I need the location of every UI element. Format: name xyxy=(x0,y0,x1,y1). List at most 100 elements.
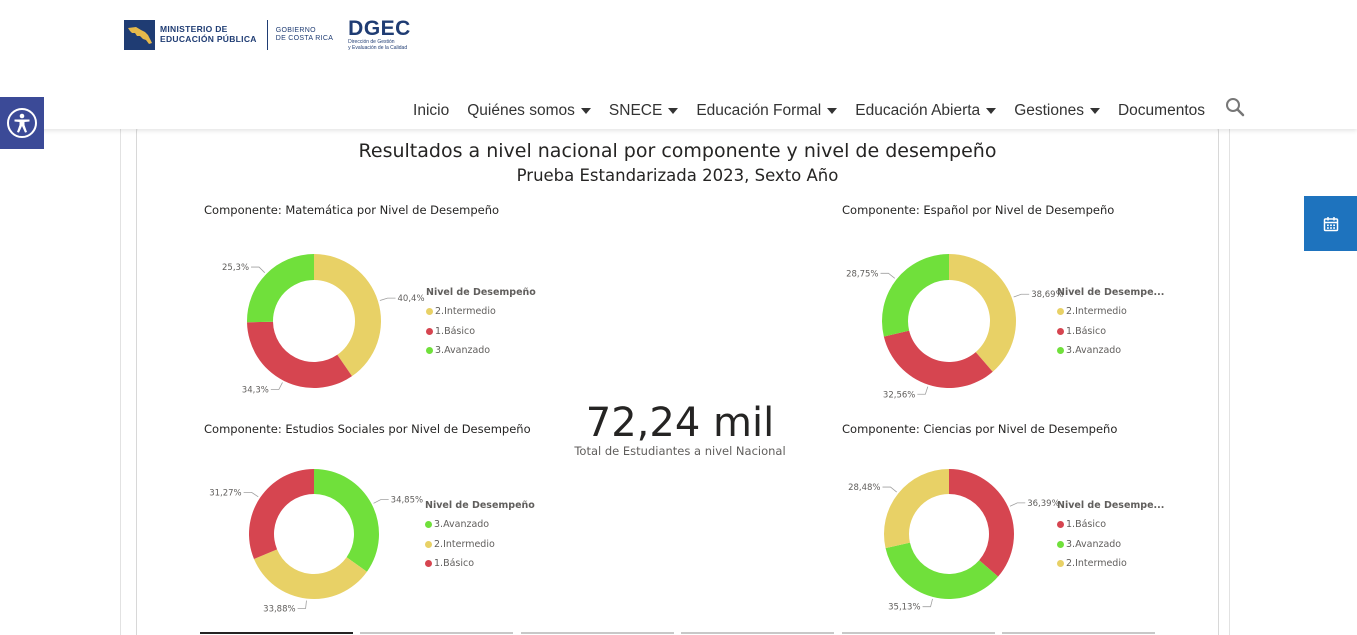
chevron-down-icon xyxy=(986,108,997,114)
legend-label: 3.Avanzado xyxy=(1066,538,1122,550)
donut-slice-avanzado[interactable] xyxy=(314,469,379,572)
donut-chart-ciencias[interactable]: 36,39% 35,13% 28,48% xyxy=(840,455,1060,620)
donut-slice-intermedio[interactable] xyxy=(253,549,367,599)
donut-chart-estudios-sociales[interactable]: 34,85% 33,88% 31,27% xyxy=(200,455,430,620)
logo-government-text: GOBIERNO DE COSTA RICA xyxy=(276,27,333,43)
donut-slice-intermedio[interactable] xyxy=(884,469,949,549)
logo-gob-line2: DE COSTA RICA xyxy=(275,34,334,42)
legend-label: 3.Avanzado xyxy=(435,345,491,357)
legend-item[interactable]: 1.Básico xyxy=(1057,322,1164,342)
logo-dgec: DGEC Dirección de Gestión y Evaluación d… xyxy=(348,18,411,51)
nav-label: Gestiones xyxy=(1014,102,1084,119)
legend-item[interactable]: 3.Avanzado xyxy=(1057,341,1164,361)
donut-slice-intermedio[interactable] xyxy=(314,254,381,377)
nav-item-documentos[interactable]: Documentos xyxy=(1118,102,1205,120)
report-page-tab[interactable] xyxy=(360,632,513,634)
site-logo[interactable]: MINISTERIO DE EDUCACIÓN PÚBLICA GOBIERNO… xyxy=(124,18,411,51)
data-label: 40,4% xyxy=(398,294,425,304)
report-page-tab[interactable] xyxy=(842,632,995,634)
donut-slice-intermedio[interactable] xyxy=(949,254,1016,372)
legend-dot xyxy=(1057,540,1064,548)
nav-label: Educación Abierta xyxy=(855,102,981,119)
legend-item[interactable]: 1.Básico xyxy=(425,554,535,574)
leader-line xyxy=(379,297,396,301)
legend-title: Nivel de Desempe... xyxy=(1057,500,1165,511)
logo-mep-line2: EDUCACIÓN PÚBLICA xyxy=(160,33,257,44)
legend-dot xyxy=(425,521,432,529)
data-label: 36,39% xyxy=(1027,499,1059,509)
legend-dot xyxy=(426,327,433,335)
report-page-tab[interactable] xyxy=(681,632,834,634)
donut-slice-avanzado[interactable] xyxy=(882,254,949,337)
legend-espanol: Nivel de Desempe... 2.Intermedio 1.Básic… xyxy=(1057,287,1164,361)
leader-line xyxy=(1009,502,1026,507)
donut-slice-basico[interactable] xyxy=(883,330,993,388)
chart-title-ciencias: Componente: Ciencias por Nivel de Desemp… xyxy=(842,422,1118,436)
legend-item[interactable]: 1.Básico xyxy=(1057,515,1164,535)
donut-slice-basico[interactable] xyxy=(247,321,353,388)
nav-item-educacion-abierta[interactable]: Educación Abierta xyxy=(855,102,997,120)
legend-label: 2.Intermedio xyxy=(1066,558,1127,570)
chart-title-estudios-sociales: Componente: Estudios Sociales por Nivel … xyxy=(204,422,531,436)
legend-title: Nivel de Desempeño xyxy=(425,500,535,511)
kpi-card: 72,24 mil Total de Estudiantes a nivel N… xyxy=(560,398,800,458)
legend-item[interactable]: 2.Intermedio xyxy=(1057,554,1164,574)
donut-slice-avanzado[interactable] xyxy=(247,254,314,323)
legend-dot xyxy=(425,540,432,548)
logo-dgec-sub2: y Evaluación de la Calidad xyxy=(348,45,408,51)
logo-divider xyxy=(266,19,268,50)
data-label: 35,13% xyxy=(888,603,920,613)
legend-item[interactable]: 3.Avanzado xyxy=(425,515,535,535)
nav-item-snece[interactable]: SNECE xyxy=(609,102,679,120)
nav-item-gestiones[interactable]: Gestiones xyxy=(1014,102,1100,120)
legend-dot xyxy=(1057,327,1064,335)
legend-label: 1.Básico xyxy=(435,325,476,337)
legend-estudios-sociales: Nivel de Desempeño 3.Avanzado 2.Intermed… xyxy=(425,500,535,574)
chevron-down-icon xyxy=(827,108,838,114)
leader-line xyxy=(882,486,897,493)
nav-item-quienes-somos[interactable]: Quiénes somos xyxy=(467,102,591,120)
nav-item-educacion-formal[interactable]: Educación Formal xyxy=(696,102,838,120)
report-page-tab[interactable] xyxy=(1002,632,1155,634)
legend-label: 2.Intermedio xyxy=(435,306,496,318)
legend-title: Nivel de Desempe... xyxy=(1057,287,1165,298)
report-page-tab[interactable] xyxy=(521,632,674,634)
legend-item[interactable]: 3.Avanzado xyxy=(1057,535,1164,555)
kpi-value: 72,24 mil xyxy=(585,400,775,446)
accessibility-button[interactable] xyxy=(0,97,44,149)
accessibility-icon xyxy=(7,108,37,138)
legend-title: Nivel de Desempeño xyxy=(426,287,536,298)
search-icon[interactable] xyxy=(1225,97,1245,117)
legend-dot xyxy=(426,347,433,355)
legend-item[interactable]: 2.Intermedio xyxy=(426,302,536,322)
leader-line xyxy=(243,491,259,498)
legend-item[interactable]: 2.Intermedio xyxy=(1057,302,1164,322)
nav-item-inicio[interactable]: Inicio xyxy=(413,102,449,120)
legend-dot xyxy=(1057,308,1064,316)
legend-item[interactable]: 3.Avanzado xyxy=(426,341,536,361)
legend-item[interactable]: 2.Intermedio xyxy=(425,535,535,555)
leader-line xyxy=(880,272,896,279)
donut-chart-matematica[interactable]: 40,4% 34,3% 25,3% xyxy=(200,240,430,400)
legend-dot xyxy=(426,308,433,316)
data-label: 28,48% xyxy=(848,483,880,493)
leader-line xyxy=(373,499,389,504)
report-title: Resultados a nivel nacional por componen… xyxy=(358,140,997,162)
donut-chart-espanol[interactable]: 38,69% 32,56% 28,75% xyxy=(840,240,1064,405)
legend-item[interactable]: 1.Básico xyxy=(426,322,536,342)
data-label: 25,3% xyxy=(222,263,249,273)
data-label: 32,56% xyxy=(883,390,915,400)
nav-label: Inicio xyxy=(413,102,450,119)
donut-slice-basico[interactable] xyxy=(249,469,314,559)
nav-label: Quiénes somos xyxy=(467,102,575,119)
donut-slice-basico[interactable] xyxy=(949,469,1014,577)
costa-rica-map-icon xyxy=(124,19,155,50)
data-label: 34,85% xyxy=(391,496,423,506)
nav-label: Educación Formal xyxy=(696,102,822,119)
report-page-tab[interactable] xyxy=(200,632,353,634)
calendar-button[interactable] xyxy=(1304,196,1357,251)
calendar-icon xyxy=(1323,216,1338,231)
chevron-down-icon xyxy=(580,108,591,114)
donut-slice-avanzado[interactable] xyxy=(885,542,999,599)
